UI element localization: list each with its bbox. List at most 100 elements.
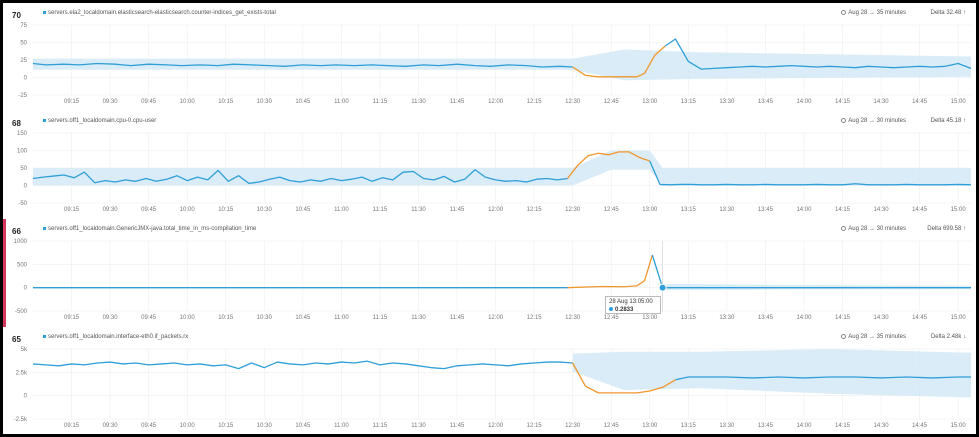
clock-icon (841, 226, 847, 231)
y-tick-label: 50 (20, 166, 27, 172)
expected-range-band (662, 283, 971, 290)
x-tick-label: 09:30 (103, 315, 119, 321)
series-dot-icon (609, 307, 613, 312)
x-tick-label: 11:00 (334, 423, 349, 429)
time-range-text: Aug 28 → 35 minutes (848, 334, 906, 341)
x-tick-label: 10:30 (257, 207, 273, 213)
x-tick-label: 12:15 (527, 207, 543, 213)
x-tick-label: 12:00 (488, 99, 504, 105)
y-tick-label: 150 (17, 131, 28, 137)
time-range-text: Aug 28 → 30 minutes (848, 226, 906, 233)
expected-range-band (572, 349, 971, 398)
x-tick-label: 11:30 (411, 315, 426, 321)
x-tick-label: 14:30 (874, 99, 890, 105)
x-tick-label: 13:00 (642, 423, 658, 429)
anomaly-score: 70 (12, 11, 21, 20)
x-tick-label: 09:45 (141, 99, 157, 105)
x-tick-label: 12:30 (565, 207, 581, 213)
anomaly-score: 65 (12, 335, 21, 344)
hover-tooltip: 28 Aug 13:05:00 0.2833 (605, 296, 661, 314)
normal-series-line (32, 62, 573, 68)
delta-value: Delta 2.48k ↓ (930, 334, 966, 340)
x-tick-label: 14:30 (874, 423, 890, 429)
x-tick-label: 13:15 (681, 99, 697, 105)
x-tick-label: 11:45 (450, 207, 465, 213)
x-tick-label: 13:45 (758, 99, 774, 105)
x-tick-label: 10:15 (218, 423, 234, 429)
x-tick-label: 12:45 (604, 423, 620, 429)
y-tick-label: 5k (21, 347, 28, 353)
x-tick-label: 14:45 (912, 207, 928, 213)
metric-chart[interactable]: 09:15 09:30 09:45 10:00 10:15 10:30 10:45 11:00… (3, 219, 976, 327)
x-tick-label: 09:15 (64, 99, 80, 105)
x-tick-label: 09:30 (103, 99, 119, 105)
metric-chart[interactable]: 09:15 09:30 09:45 10:00 10:15 10:30 10:45 11:00… (3, 111, 976, 219)
anomaly-score: 66 (12, 227, 21, 236)
anomaly-panel-4[interactable]: 65 servers.off1_localdomain.interface-et… (3, 327, 976, 434)
anomaly-series-line (567, 151, 650, 179)
anomaly-series-line (572, 45, 666, 78)
x-tick-label: 15:00 (951, 315, 967, 321)
x-tick-label: 14:45 (912, 315, 928, 321)
metric-name[interactable]: servers.ela2_localdomain.elasticsearch-e… (43, 10, 276, 16)
time-range: Aug 28 → 35 minutes (841, 334, 906, 340)
anomaly-panel-2[interactable]: 68 servers.off1_localdomain.cpu-0.cpu-us… (3, 111, 976, 220)
x-tick-label: 13:45 (758, 315, 774, 321)
x-tick-label: 09:30 (103, 207, 119, 213)
x-tick-label: 09:15 (64, 423, 80, 429)
x-tick-label: 11:45 (450, 315, 465, 321)
x-tick-label: 09:15 (64, 207, 80, 213)
x-tick-label: 10:45 (295, 207, 311, 213)
x-tick-label: 12:30 (565, 99, 581, 105)
x-tick-label: 13:00 (642, 99, 658, 105)
x-tick-label: 13:30 (719, 207, 735, 213)
x-tick-label: 13:45 (758, 423, 774, 429)
anomaly-series-line (567, 254, 653, 289)
x-tick-label: 14:45 (912, 99, 928, 105)
metric-name[interactable]: servers.off1_localdomain.interface-eth0.… (43, 334, 188, 340)
x-tick-label: 11:45 (450, 423, 465, 429)
series-marker-icon (43, 226, 46, 230)
x-tick-label: 10:00 (180, 315, 196, 321)
delta-value: Delta 32.48 ↑ (930, 10, 966, 16)
delta-value: Delta 699.58 ↑ (927, 226, 966, 232)
x-tick-label: 11:45 (450, 99, 465, 105)
x-tick-label: 13:15 (681, 207, 697, 213)
metric-chart[interactable]: 09:15 09:30 09:45 10:00 10:15 10:30 10:45 11:00… (3, 327, 976, 434)
x-tick-label: 10:15 (218, 99, 234, 105)
time-range: Aug 28 → 30 minutes (841, 118, 906, 124)
metric-name-text: servers.off1_localdomain.cpu-0.cpu-user (48, 118, 157, 124)
x-tick-label: 15:00 (951, 207, 967, 213)
x-tick-label: 11:00 (334, 207, 349, 213)
x-tick-label: 13:45 (758, 207, 774, 213)
y-tick-label: 50 (20, 41, 27, 47)
hover-point[interactable] (658, 283, 667, 292)
y-tick-label: 1000 (14, 239, 28, 245)
metric-chart[interactable]: 09:15 09:30 09:45 10:00 10:15 10:30 10:45 11:00… (3, 3, 976, 111)
y-tick-label: 75 (20, 23, 27, 29)
x-tick-label: 13:30 (719, 423, 735, 429)
metric-name[interactable]: servers.off1_localdomain.GenericJMX-java… (43, 226, 256, 232)
x-tick-label: 13:30 (719, 315, 735, 321)
y-tick-label: -2.5k (14, 417, 28, 423)
normal-series-line (651, 254, 971, 289)
x-tick-label: 11:15 (373, 99, 388, 105)
tooltip-value: 0.2833 (615, 307, 634, 313)
x-tick-label: 14:30 (874, 315, 890, 321)
x-tick-label: 10:30 (257, 315, 273, 321)
x-tick-label: 10:00 (180, 99, 196, 105)
series-marker-icon (43, 334, 46, 338)
x-tick-label: 12:15 (527, 423, 543, 429)
y-tick-label: 0 (24, 184, 28, 190)
clock-icon (841, 118, 847, 123)
anomaly-panel-1[interactable]: 70 servers.ela2_localdomain.elasticsearc… (3, 3, 976, 112)
y-tick-label: 100 (17, 149, 28, 155)
x-tick-label: 13:30 (719, 99, 735, 105)
y-tick-label: 0 (24, 76, 28, 82)
x-tick-label: 13:00 (642, 315, 658, 321)
metric-name[interactable]: servers.off1_localdomain.cpu-0.cpu-user (43, 118, 156, 124)
x-tick-label: 12:45 (604, 99, 620, 105)
x-tick-label: 11:15 (373, 315, 388, 321)
anomaly-panel-3[interactable]: 66 servers.off1_localdomain.GenericJMX-j… (3, 219, 976, 328)
x-tick-label: 12:00 (488, 423, 504, 429)
